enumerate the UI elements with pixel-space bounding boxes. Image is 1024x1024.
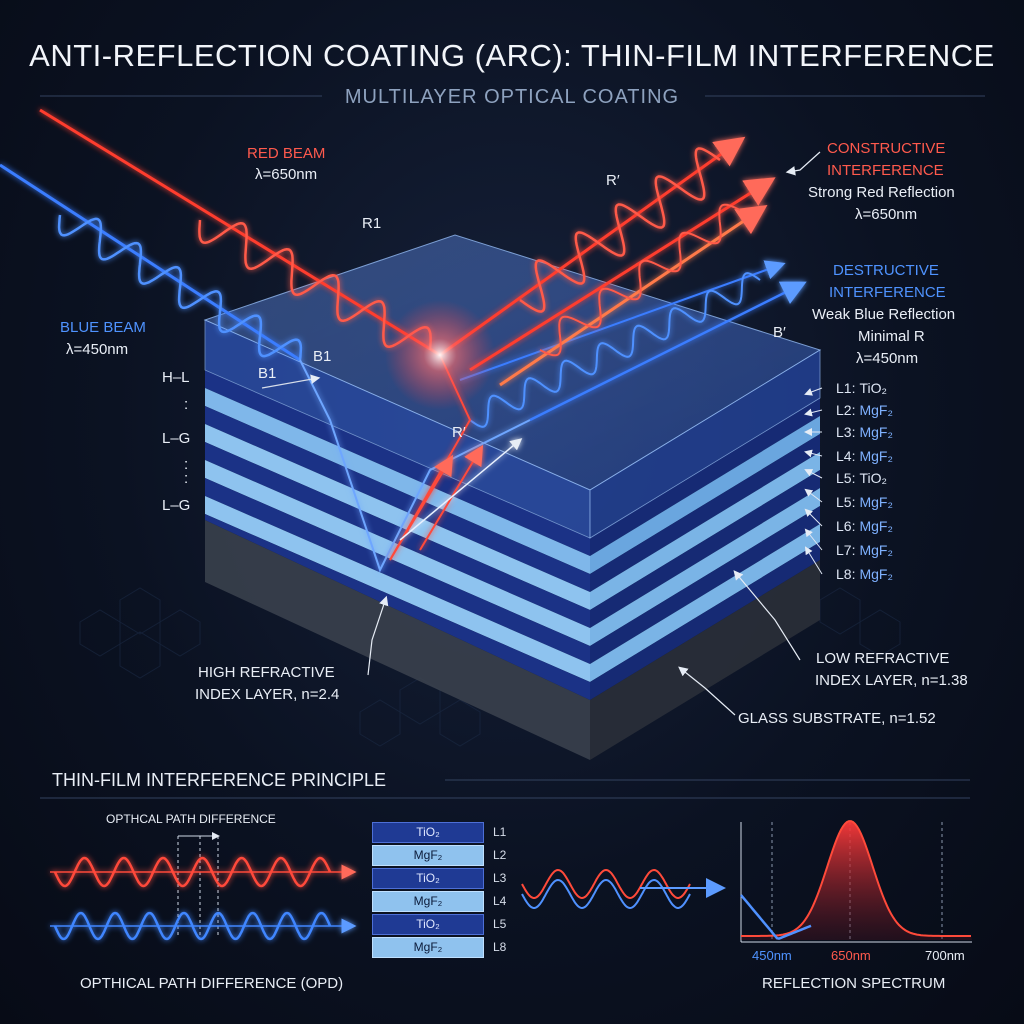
axis-h-l: H–L bbox=[162, 369, 190, 386]
layer-label-2: L2: MgF₂ bbox=[836, 402, 893, 418]
axis-dots-3: : bbox=[184, 470, 189, 487]
stack-layer-id: L8 bbox=[493, 940, 507, 954]
destructive-line1: DESTRUCTIVE bbox=[833, 262, 939, 279]
destructive-line5: λ=450nm bbox=[856, 350, 919, 367]
stack-layer-2: MgF₂ bbox=[372, 845, 484, 866]
layer-id: L1: bbox=[836, 380, 856, 396]
destructive-line2: INTERFERENCE bbox=[829, 284, 946, 301]
red-beam-title: RED BEAM bbox=[247, 145, 326, 162]
label-r1: R1 bbox=[362, 215, 382, 232]
layer-id: L5: bbox=[836, 494, 856, 510]
layer-id: L7: bbox=[836, 542, 856, 558]
layer-id: L3: bbox=[836, 424, 856, 440]
layer-material: MgF₂ bbox=[859, 424, 893, 440]
axis-l-g-2: L–G bbox=[162, 497, 191, 514]
stack-layer-1: TiO₂ bbox=[372, 822, 484, 843]
layer-stripes-front bbox=[205, 370, 590, 700]
layer-material: MgF₂ bbox=[859, 494, 893, 510]
blue-beam-title: BLUE BEAM bbox=[60, 319, 146, 336]
layer-label-5: L5: TiO₂ bbox=[836, 470, 887, 486]
layer-label-6: L5: MgF₂ bbox=[836, 494, 893, 510]
opd-blue-wave bbox=[50, 911, 357, 941]
substrate-right bbox=[590, 560, 820, 760]
stack-layer-5: TiO₂ bbox=[372, 914, 484, 935]
mixed-wave bbox=[521, 868, 726, 910]
layer-material: MgF₂ bbox=[859, 566, 893, 582]
layer-material: MgF₂ bbox=[859, 518, 893, 534]
substrate-label: GLASS SUBSTRATE, n=1.52 bbox=[738, 710, 936, 727]
blue-beam-refracted bbox=[299, 260, 807, 573]
layer-id: L8: bbox=[836, 566, 856, 582]
callout-pointers bbox=[367, 151, 821, 716]
stack-layer-id: L5 bbox=[493, 917, 507, 931]
layer-label-4: L4: MgF₂ bbox=[836, 448, 893, 464]
red-beam-incoming bbox=[39, 108, 441, 357]
opd-bottom-label: OPTHICAL PATH DIFFERENCE (OPD) bbox=[80, 975, 344, 992]
stack-layer-id: L4 bbox=[493, 894, 507, 908]
layer-label-3: L3: MgF₂ bbox=[836, 424, 893, 440]
layer-material: TiO₂ bbox=[859, 380, 887, 396]
red-beam-lambda: λ=650nm bbox=[255, 166, 318, 183]
spectrum-tick-700: 700nm bbox=[925, 948, 965, 963]
stack-layer-id: L1 bbox=[493, 825, 507, 839]
layer-stripes-right bbox=[590, 398, 820, 700]
layer-id: L4: bbox=[836, 448, 856, 464]
layer-id: L5: bbox=[836, 470, 856, 486]
stack-layer-4: MgF₂ bbox=[372, 891, 484, 912]
page-title: ANTI-REFLECTION COATING (ARC): THIN-FILM… bbox=[29, 38, 995, 73]
layer-id: L2: bbox=[836, 402, 856, 418]
substrate-front bbox=[205, 520, 590, 760]
red-beam-reflected bbox=[439, 136, 776, 387]
stack-layer-id: L2 bbox=[493, 848, 507, 862]
page-subtitle: MULTILAYER OPTICAL COATING bbox=[344, 86, 680, 108]
label-r-prime-top: R′ bbox=[606, 172, 620, 189]
destructive-line4: Minimal R bbox=[858, 328, 925, 345]
layer-material: MgF₂ bbox=[859, 402, 893, 418]
high-index-line2: INDEX LAYER, n=2.4 bbox=[195, 686, 340, 703]
label-b1-right: B1 bbox=[313, 348, 332, 365]
blue-beam-lambda: λ=450nm bbox=[66, 341, 129, 358]
spectrum-tick-450: 450nm bbox=[752, 948, 792, 963]
label-r-prime-inner: R′ bbox=[452, 424, 466, 441]
spectrum-title: REFLECTION SPECTRUM bbox=[762, 975, 946, 992]
stack-layer-6: MgF₂ bbox=[372, 937, 484, 958]
constructive-line1: CONSTRUCTIVE bbox=[827, 140, 946, 157]
high-index-line1: HIGH REFRACTIVE bbox=[198, 664, 335, 681]
constructive-line3: Strong Red Reflection bbox=[808, 184, 955, 201]
low-index-line2: INDEX LAYER, n=1.38 bbox=[815, 672, 968, 689]
left-axis-arrows bbox=[261, 374, 321, 389]
layer-label-9: L8: MgF₂ bbox=[836, 566, 893, 582]
axis-dots-1: : bbox=[184, 396, 189, 413]
spectrum-tick-650: 650nm bbox=[831, 948, 871, 963]
stack-layer-3: TiO₂ bbox=[372, 868, 484, 889]
axis-dots-2: : bbox=[184, 456, 189, 473]
layer-material: TiO₂ bbox=[859, 470, 887, 486]
layer-material: MgF₂ bbox=[859, 542, 893, 558]
label-b-prime: B′ bbox=[773, 324, 786, 341]
constructive-line4: λ=650nm bbox=[855, 206, 918, 223]
opd-top-label: OPTHCAL PATH DIFFERENCE bbox=[106, 812, 276, 826]
impact-flare bbox=[385, 300, 495, 410]
layer-label-8: L7: MgF₂ bbox=[836, 542, 893, 558]
low-index-line1: LOW REFRACTIVE bbox=[816, 650, 950, 667]
opd-red-wave bbox=[50, 856, 357, 888]
layer-label-1: L1: TiO₂ bbox=[836, 380, 887, 396]
layer-label-7: L6: MgF₂ bbox=[836, 518, 893, 534]
constructive-line2: INTERFERENCE bbox=[827, 162, 944, 179]
label-b1-left: B1 bbox=[258, 365, 277, 382]
principle-heading: THIN-FILM INTERFERENCE PRINCIPLE bbox=[52, 770, 387, 790]
reflection-spectrum bbox=[740, 820, 972, 943]
slab-right-face bbox=[589, 349, 821, 539]
layer-id: L6: bbox=[836, 518, 856, 534]
axis-l-g-1: L–G bbox=[162, 430, 191, 447]
layer-pointers bbox=[804, 387, 823, 575]
blue-beam-incoming bbox=[0, 163, 303, 362]
layer-material: MgF₂ bbox=[859, 448, 893, 464]
stack-layer-id: L3 bbox=[493, 871, 507, 885]
destructive-line3: Weak Blue Reflection bbox=[812, 306, 956, 323]
